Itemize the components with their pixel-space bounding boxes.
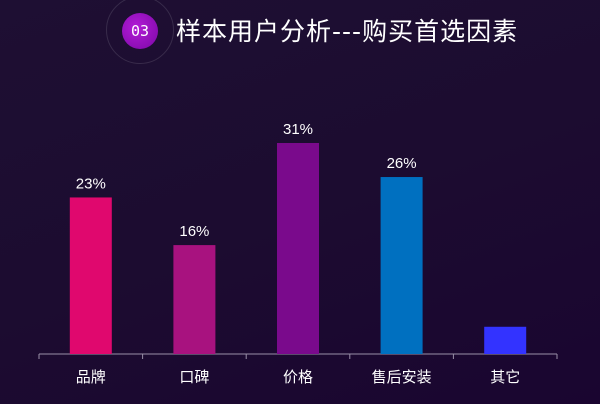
x-tick-label: 其它: [490, 368, 520, 386]
x-tick-label: 价格: [283, 368, 313, 386]
bar: [69, 197, 112, 354]
badge-ring: [106, 0, 174, 64]
bar: [277, 143, 319, 354]
data-label: 31%: [283, 121, 313, 138]
x-tick-label: 售后安装: [372, 368, 432, 386]
bar: [484, 326, 527, 354]
bar: [380, 177, 423, 354]
bar: [173, 245, 216, 354]
page-title: 样本用户分析---购买首选因素: [176, 17, 519, 46]
x-tick-label: 口碑: [179, 368, 209, 386]
x-tick-label: 品牌: [76, 368, 106, 386]
data-label: 26%: [387, 155, 417, 172]
section-number-badge: 03: [122, 13, 158, 49]
data-label: 16%: [179, 223, 209, 240]
data-label: 23%: [76, 175, 106, 192]
